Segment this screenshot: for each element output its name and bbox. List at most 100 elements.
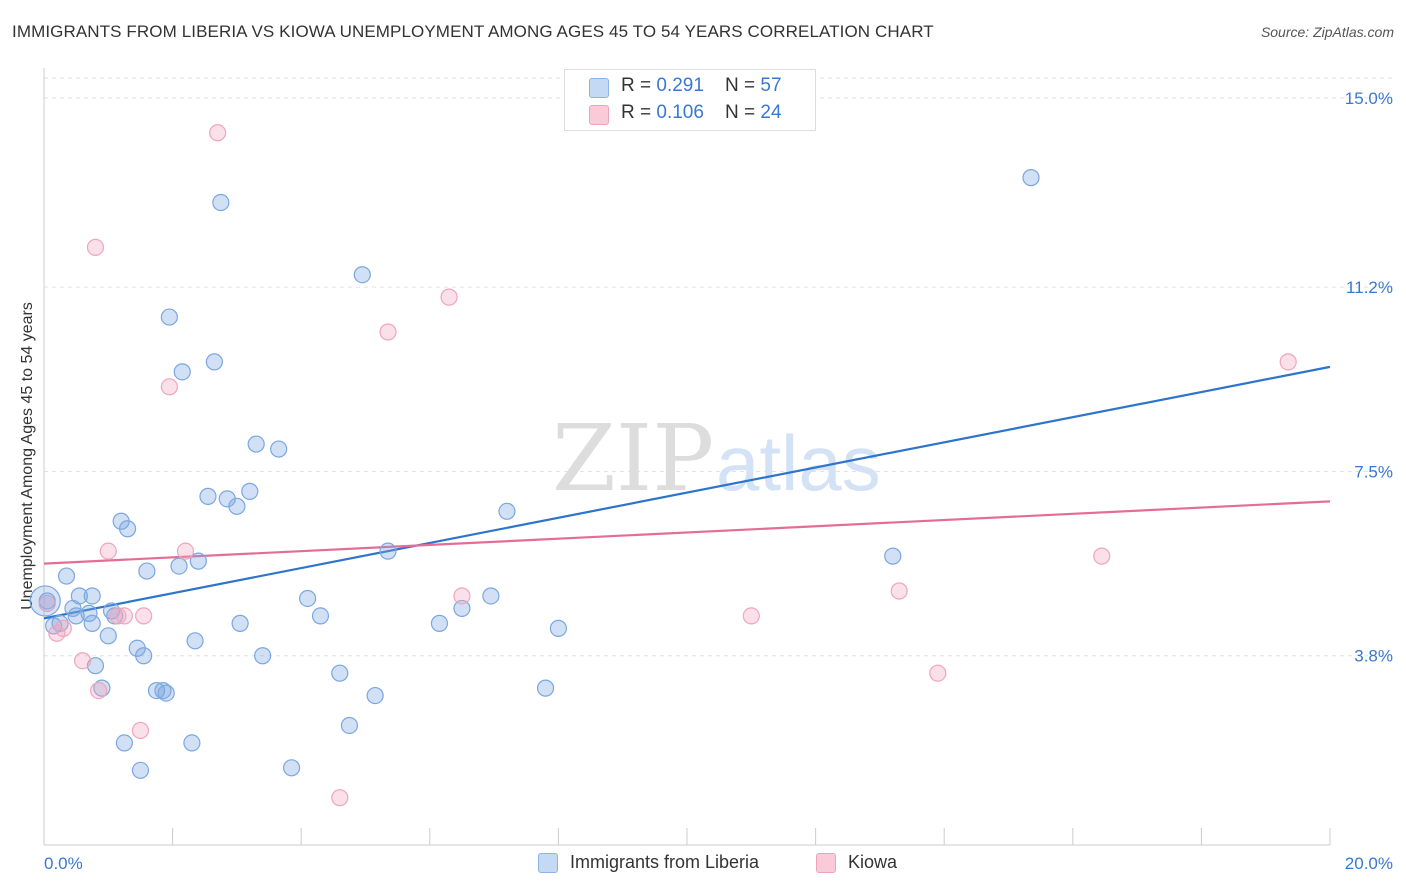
point-liberia [299,589,317,608]
point-liberia [311,607,330,625]
point-liberia [549,619,568,637]
trend-line-kiowa [43,500,1331,565]
watermark-atlas: atlas [716,419,881,507]
n-value-kiowa: 24 [760,102,782,123]
y-tick-label: 7.5% [1354,462,1393,481]
point-liberia [228,497,246,515]
point-liberia [157,684,175,702]
point-liberia-large [29,585,61,617]
point-liberia [212,193,230,212]
point-kiowa [453,587,471,605]
point-liberia [205,353,223,371]
point-liberia [99,627,117,645]
y-tick-label: 11.2% [1346,278,1393,297]
point-kiowa [131,721,150,740]
point-kiowa [1093,547,1111,565]
point-liberia [118,520,137,538]
trend-line-liberia [43,365,1331,620]
point-liberia [189,552,207,570]
point-liberia [57,567,76,585]
point-liberia [160,308,178,326]
point-kiowa [115,607,133,625]
axes [43,68,1331,846]
bottom-legend-swatch-kiowa [816,853,836,873]
point-kiowa [379,323,397,341]
point-liberia [247,435,265,453]
point-liberia [430,614,449,632]
n-value-liberia: 57 [760,75,782,96]
correlation-legend: R = 0.291 N = 57 R = 0.106 N = 24 [564,69,816,131]
point-liberia [498,502,516,520]
point-liberia [241,482,259,500]
point-liberia [67,607,85,625]
point-liberia [135,647,153,665]
x-tick-label-min: 0.0% [44,854,83,873]
point-liberia [80,604,98,623]
point-liberia [536,679,555,697]
point-kiowa [176,542,195,560]
point-liberia [379,542,397,560]
point-kiowa [890,582,908,600]
point-kiowa [109,607,127,625]
point-kiowa [331,789,349,807]
data-points [29,124,1297,807]
r-value-kiowa: 0.106 [656,102,704,123]
legend-swatch-liberia [589,78,609,98]
point-liberia [231,614,249,632]
source-label: Source: ZipAtlas.com [1260,24,1394,40]
point-liberia [154,682,172,700]
y-tick-label: 3.8% [1354,647,1393,666]
bottom-legend-label-kiowa: Kiowa [848,852,898,872]
point-liberia [51,614,69,632]
point-liberia [254,647,272,665]
tick-labels: 3.8% 7.5% 11.2% 15.0% 0.0% 20.0% [44,89,1393,873]
x-tick-label-max: 20.0% [1345,854,1393,873]
bottom-legend-label-liberia: Immigrants from Liberia [570,852,760,872]
point-liberia [83,587,101,605]
point-liberia [70,587,88,605]
point-liberia [353,266,371,284]
chart-title: IMMIGRANTS FROM LIBERIA VS KIOWA UNEMPLO… [12,22,934,41]
point-liberia [115,734,133,752]
point-liberia [453,599,471,618]
gridlines [44,77,1392,657]
point-liberia [170,557,188,575]
point-liberia [131,761,150,779]
point-liberia [282,759,301,777]
point-liberia [93,679,111,697]
point-kiowa [135,607,153,625]
y-tick-label: 15.0% [1345,89,1393,108]
point-kiowa [440,288,458,306]
point-liberia [183,734,201,752]
point-kiowa [160,378,178,396]
point-liberia [86,657,105,675]
point-kiowa [86,238,105,256]
point-liberia [138,562,156,580]
point-kiowa [99,542,117,560]
point-kiowa [54,619,72,637]
point-liberia [199,487,217,505]
point-liberia [340,716,359,735]
point-liberia [83,614,101,632]
point-liberia [482,587,500,605]
point-kiowa [1279,353,1297,371]
point-liberia [331,664,349,682]
point-kiowa [209,124,227,142]
point-liberia [147,682,166,700]
point-kiowa [38,594,56,613]
point-kiowa [742,607,760,625]
legend-swatch-kiowa [589,105,609,125]
r-value-liberia: 0.291 [656,75,704,96]
point-kiowa [90,682,108,700]
point-kiowa [73,652,92,670]
point-liberia [884,547,902,565]
point-liberia [173,363,191,381]
watermark-zip: ZIP [552,405,714,512]
point-liberia [186,632,204,650]
bottom-legend-swatch-liberia [538,853,558,873]
point-liberia [366,686,384,705]
point-kiowa [929,664,947,682]
trend-lines [43,365,1331,620]
point-liberia [270,440,288,458]
